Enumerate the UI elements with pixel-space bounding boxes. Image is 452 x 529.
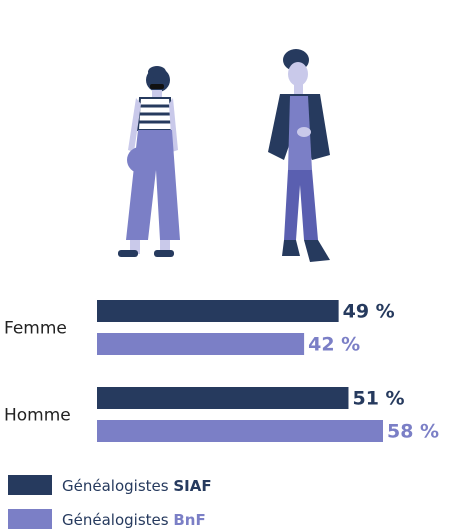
category-label: Femme: [4, 319, 67, 339]
value-label: 58 %: [387, 421, 439, 443]
bar: [97, 333, 304, 355]
legend-swatch: [8, 509, 52, 529]
legend-label: Généalogistes SIAF: [62, 477, 212, 495]
value-label: 49 %: [343, 301, 395, 323]
value-label: 51 %: [352, 388, 404, 410]
illustration-man: [268, 49, 330, 262]
bar: [97, 300, 339, 322]
legend-swatch: [8, 475, 52, 495]
plot: Femme 49 % 42 % Homme 51 % 58 % Généalogistes …: [4, 300, 439, 529]
chart: Femme 49 % 42 % Homme 51 % 58 % Généalogistes …: [0, 0, 452, 529]
legend-label: Généalogistes BnF: [62, 511, 206, 529]
value-label: 42 %: [308, 334, 360, 356]
illustration-woman: [118, 66, 180, 257]
bar: [97, 420, 383, 442]
bar: [97, 387, 348, 409]
category-label: Homme: [4, 406, 71, 426]
